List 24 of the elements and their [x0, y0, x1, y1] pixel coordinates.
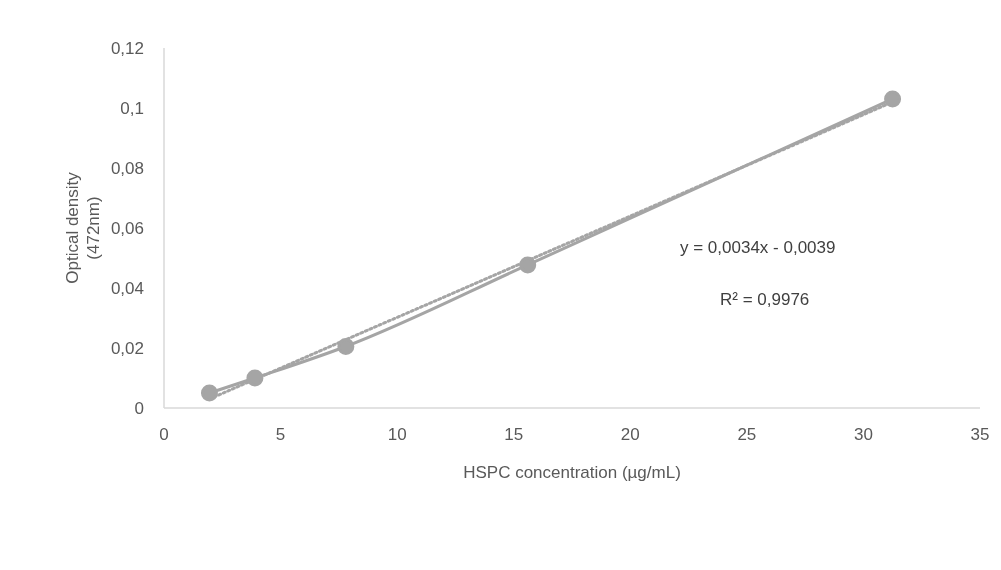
- x-tick-label: 10: [387, 425, 407, 445]
- x-tick-label: 30: [853, 425, 873, 445]
- x-tick-label: 0: [159, 425, 169, 445]
- x-tick-label: 20: [620, 425, 640, 445]
- x-tick-label: 15: [504, 425, 524, 445]
- x-axis-title: HSPC concentration (µg/mL): [463, 463, 681, 482]
- y-tick-label: 0,02: [110, 339, 144, 359]
- y-tick-label: 0,08: [110, 159, 144, 179]
- y-tick-label: 0,12: [110, 39, 144, 59]
- y-tick-label: 0: [134, 399, 144, 419]
- y-tick-label: 0,06: [110, 219, 144, 239]
- point: [519, 256, 537, 274]
- point: [884, 90, 902, 108]
- y-tick-label: 0,1: [120, 99, 144, 119]
- point: [246, 369, 264, 387]
- y-axis-title: Optical density (472nm): [63, 171, 103, 284]
- point: [337, 338, 355, 355]
- x-tick-label: 25: [737, 425, 757, 445]
- annotation: y = 0,0034x - 0,0039: [680, 238, 836, 258]
- annotation: R² = 0,9976: [720, 290, 810, 310]
- x-tick-label: 5: [275, 425, 286, 445]
- point: [200, 384, 218, 402]
- x-tick-label: 35: [970, 425, 990, 445]
- y-tick-label: 0,04: [110, 279, 144, 299]
